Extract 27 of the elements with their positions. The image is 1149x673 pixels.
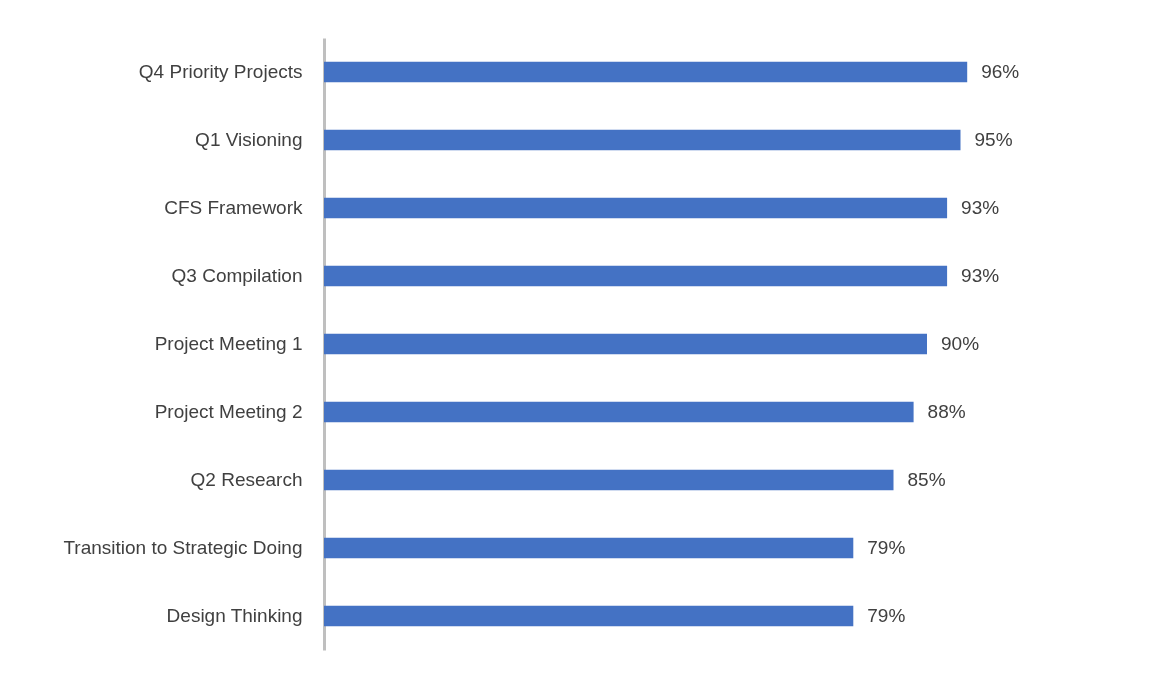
y-tick-label: Design Thinking [166, 605, 303, 626]
y-tick-label: CFS Framework [164, 197, 303, 218]
data-label: 79% [867, 537, 906, 558]
bar [324, 129, 961, 151]
data-label: 96% [981, 61, 1020, 82]
y-tick-label: Q4 Priority Projects [138, 61, 303, 82]
bar [324, 469, 894, 491]
bar [324, 61, 968, 83]
data-label: 79% [867, 605, 906, 626]
y-tick-label: Q3 Compilation [171, 265, 303, 286]
y-tick-label: Q1 Visioning [195, 129, 303, 150]
y-tick-label: Transition to Strategic Doing [63, 537, 303, 558]
data-label: 85% [907, 469, 946, 490]
y-tick-label: Project Meeting 2 [154, 401, 303, 422]
y-tick-label: Project Meeting 1 [154, 333, 303, 354]
bar [324, 401, 914, 423]
bar [324, 537, 854, 559]
data-label: 95% [974, 129, 1013, 150]
bar [324, 265, 948, 287]
data-label: 88% [927, 401, 966, 422]
bar [324, 333, 927, 355]
y-tick-label: Q2 Research [190, 469, 303, 490]
bar [324, 197, 948, 219]
data-label: 90% [941, 333, 980, 354]
bar [324, 605, 854, 627]
data-label: 93% [961, 265, 1000, 286]
data-label: 93% [961, 197, 1000, 218]
